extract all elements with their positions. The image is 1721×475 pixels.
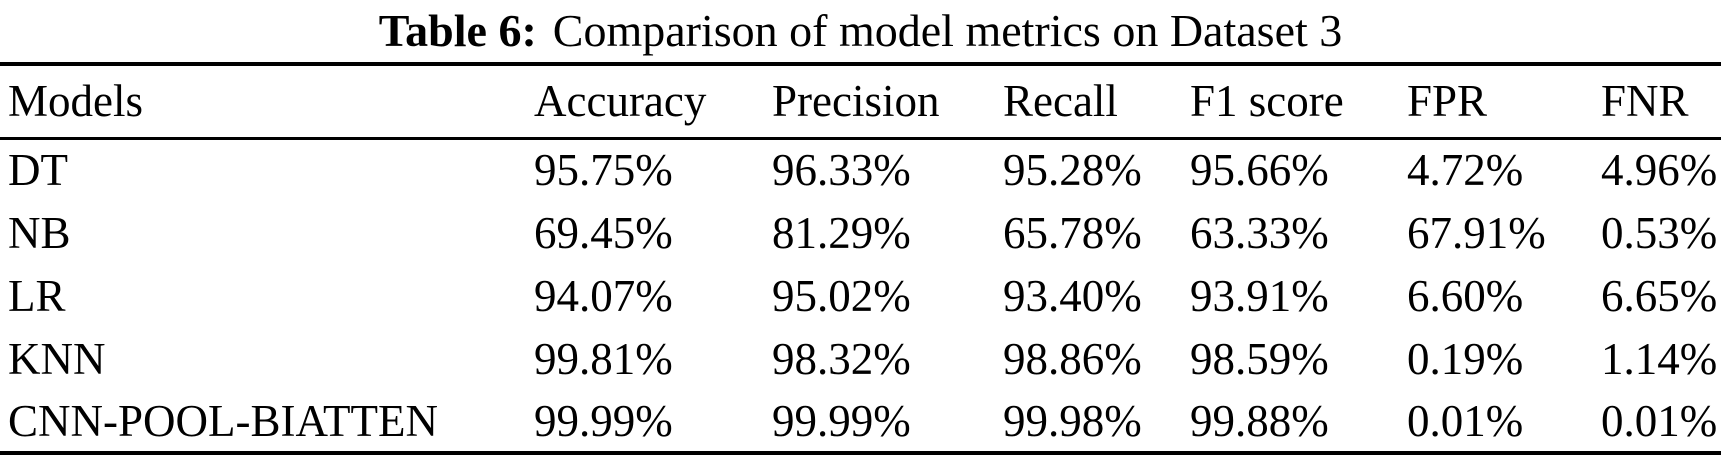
cell-accuracy: 99.81% [534, 333, 673, 384]
cell-recall: 99.98% [1003, 395, 1142, 446]
cell-f1-score: 98.59% [1190, 333, 1329, 384]
cell-fpr: 0.19% [1407, 333, 1524, 384]
column-header-f1-score: F1 score [1190, 64, 1407, 140]
cell-precision: 98.32% [772, 333, 911, 384]
cell-accuracy: 99.99% [534, 395, 673, 446]
cell-recall: 93.40% [1003, 270, 1142, 321]
column-header-fpr: FPR [1407, 64, 1601, 140]
cell-accuracy: 95.75% [534, 145, 673, 196]
cell-precision: 99.99% [772, 395, 911, 446]
cell-precision: 81.29% [772, 207, 911, 258]
cell-model: KNN [8, 333, 106, 384]
table-row: CNN-POOL-BIATTEN 99.99% 99.99% 99.98% 99… [0, 390, 1721, 453]
cell-recall: 65.78% [1003, 207, 1142, 258]
cell-fnr: 4.96% [1601, 145, 1718, 196]
table-caption-label: Table 6: [378, 5, 537, 56]
cell-f1-score: 63.33% [1190, 207, 1329, 258]
cell-fpr: 4.72% [1407, 145, 1524, 196]
cell-precision: 96.33% [772, 145, 911, 196]
column-header-recall: Recall [1003, 64, 1190, 140]
cell-fpr: 0.01% [1407, 395, 1524, 446]
column-header-accuracy: Accuracy [534, 64, 772, 140]
header-row: Models Accuracy Precision Recall F1 scor… [0, 64, 1721, 140]
table-row: LR 94.07% 95.02% 93.40% 93.91% 6.60% 6.6… [0, 264, 1721, 327]
table-row: KNN 99.81% 98.32% 98.86% 98.59% 0.19% 1.… [0, 327, 1721, 390]
column-header-precision: Precision [772, 64, 1003, 140]
cell-fnr: 6.65% [1601, 270, 1718, 321]
cell-accuracy: 69.45% [534, 207, 673, 258]
cell-fpr: 6.60% [1407, 270, 1524, 321]
column-header-models: Models [0, 64, 534, 140]
cell-precision: 95.02% [772, 270, 911, 321]
cell-fpr: 67.91% [1407, 207, 1546, 258]
cell-model: DT [8, 145, 68, 196]
cell-f1-score: 93.91% [1190, 270, 1329, 321]
cell-accuracy: 94.07% [534, 270, 673, 321]
cell-f1-score: 99.88% [1190, 395, 1329, 446]
cell-recall: 98.86% [1003, 333, 1142, 384]
table-row: DT 95.75% 96.33% 95.28% 95.66% 4.72% 4.9… [0, 138, 1721, 201]
column-header-fnr: FNR [1601, 64, 1721, 140]
cell-fnr: 1.14% [1601, 333, 1718, 384]
cell-f1-score: 95.66% [1190, 145, 1329, 196]
table-row: NB 69.45% 81.29% 65.78% 63.33% 67.91% 0.… [0, 201, 1721, 264]
cell-fnr: 0.53% [1601, 207, 1718, 258]
table-caption-text: Comparison of model metrics on Dataset 3 [552, 5, 1343, 56]
cell-model: NB [8, 207, 71, 258]
cell-recall: 95.28% [1003, 145, 1142, 196]
cell-model: LR [8, 270, 66, 321]
cell-fnr: 0.01% [1601, 395, 1718, 446]
table-caption: Table 6: Comparison of model metrics on D… [0, 0, 1721, 62]
cell-model: CNN-POOL-BIATTEN [8, 395, 438, 446]
metrics-table: Models Accuracy Precision Recall F1 scor… [0, 62, 1721, 455]
